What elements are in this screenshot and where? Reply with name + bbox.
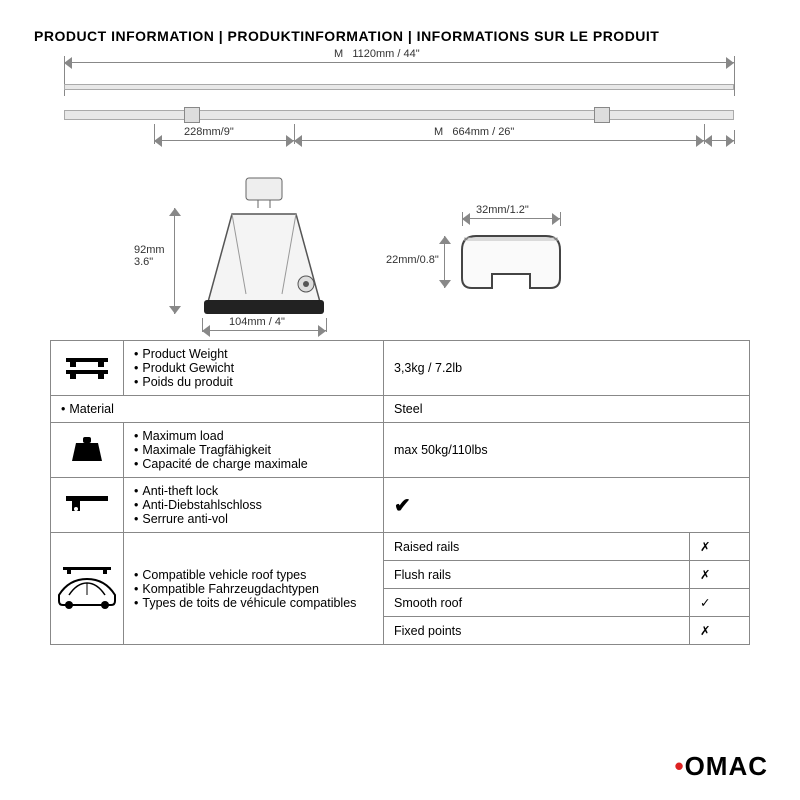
technical-diagram: M 1120mm / 44" 228mm/9" M 664mm / 26" 92… [34, 54, 764, 334]
compat-label-de: Kompatible Fahrzeugdachtypen [134, 582, 373, 596]
weight-label-de: Produkt Gewicht [134, 361, 373, 375]
dim-foot-height: 92mm 3.6" [134, 244, 165, 268]
compat-smooth-value: ✓ [690, 589, 750, 617]
maxload-label-de: Maximale Tragfähigkeit [134, 443, 373, 457]
dim-m-label: M [334, 48, 343, 60]
lock-bar-icon [64, 492, 110, 516]
dim-foot-width: 104mm / 4" [229, 316, 285, 328]
dim-inner-length: 664mm / 26" [452, 126, 514, 138]
row-maxload: Maximum load Maximale Tragfähigkeit Capa… [51, 423, 750, 478]
row-compat-raised: Compatible vehicle roof types Kompatible… [51, 533, 750, 561]
weight-icon [70, 435, 104, 463]
weight-value: 3,3kg / 7.2lb [384, 341, 750, 396]
bars-icon [64, 352, 110, 382]
row-antitheft: Anti-theft lock Anti-Diebstahlschloss Se… [51, 478, 750, 533]
spec-table: Product Weight Produkt Gewicht Poids du … [50, 340, 750, 645]
compat-raised-value: ✗ [690, 533, 750, 561]
profile-drawing [434, 224, 574, 314]
compat-label-fr: Types de toits de véhicule compatibles [134, 596, 373, 610]
weight-label-fr: Poids du produit [134, 375, 373, 389]
compat-smooth-label: Smooth roof [384, 589, 690, 617]
antitheft-label-en: Anti-theft lock [134, 484, 373, 498]
lower-rail-bar [64, 110, 734, 120]
antitheft-label-fr: Serrure anti-vol [134, 512, 373, 526]
weight-label-en: Product Weight [134, 347, 373, 361]
maxload-label-en: Maximum load [134, 429, 373, 443]
antitheft-label-de: Anti-Diebstahlschloss [134, 498, 373, 512]
compat-flush-value: ✗ [690, 561, 750, 589]
dim-profile-height: 22mm/0.8" [386, 254, 439, 266]
dim-overall-length: 1120mm / 44" [352, 48, 419, 60]
compat-fixed-value: ✗ [690, 617, 750, 645]
compat-raised-label: Raised rails [384, 533, 690, 561]
top-rail-bar [64, 84, 734, 90]
row-weight: Product Weight Produkt Gewicht Poids du … [51, 341, 750, 396]
compat-fixed-label: Fixed points [384, 617, 690, 645]
foot-drawing [184, 174, 344, 324]
dim-m-label-2: M [434, 126, 443, 138]
dim-offset-left: 228mm/9" [184, 126, 234, 138]
material-label: Material [61, 402, 373, 416]
logo-text: OMAC [685, 751, 768, 781]
car-roof-icon [55, 565, 119, 609]
material-value: Steel [384, 396, 750, 423]
dim-profile-width: 32mm/1.2" [476, 204, 529, 216]
brand-logo: •OMAC [674, 751, 768, 782]
maxload-value: max 50kg/110lbs [384, 423, 750, 478]
page-title: PRODUCT INFORMATION | PRODUKTINFORMATION… [0, 0, 800, 44]
compat-label-en: Compatible vehicle roof types [134, 568, 373, 582]
maxload-label-fr: Capacité de charge maximale [134, 457, 373, 471]
compat-flush-label: Flush rails [384, 561, 690, 589]
antitheft-value: ✔ [384, 478, 750, 533]
row-material: Material Steel [51, 396, 750, 423]
